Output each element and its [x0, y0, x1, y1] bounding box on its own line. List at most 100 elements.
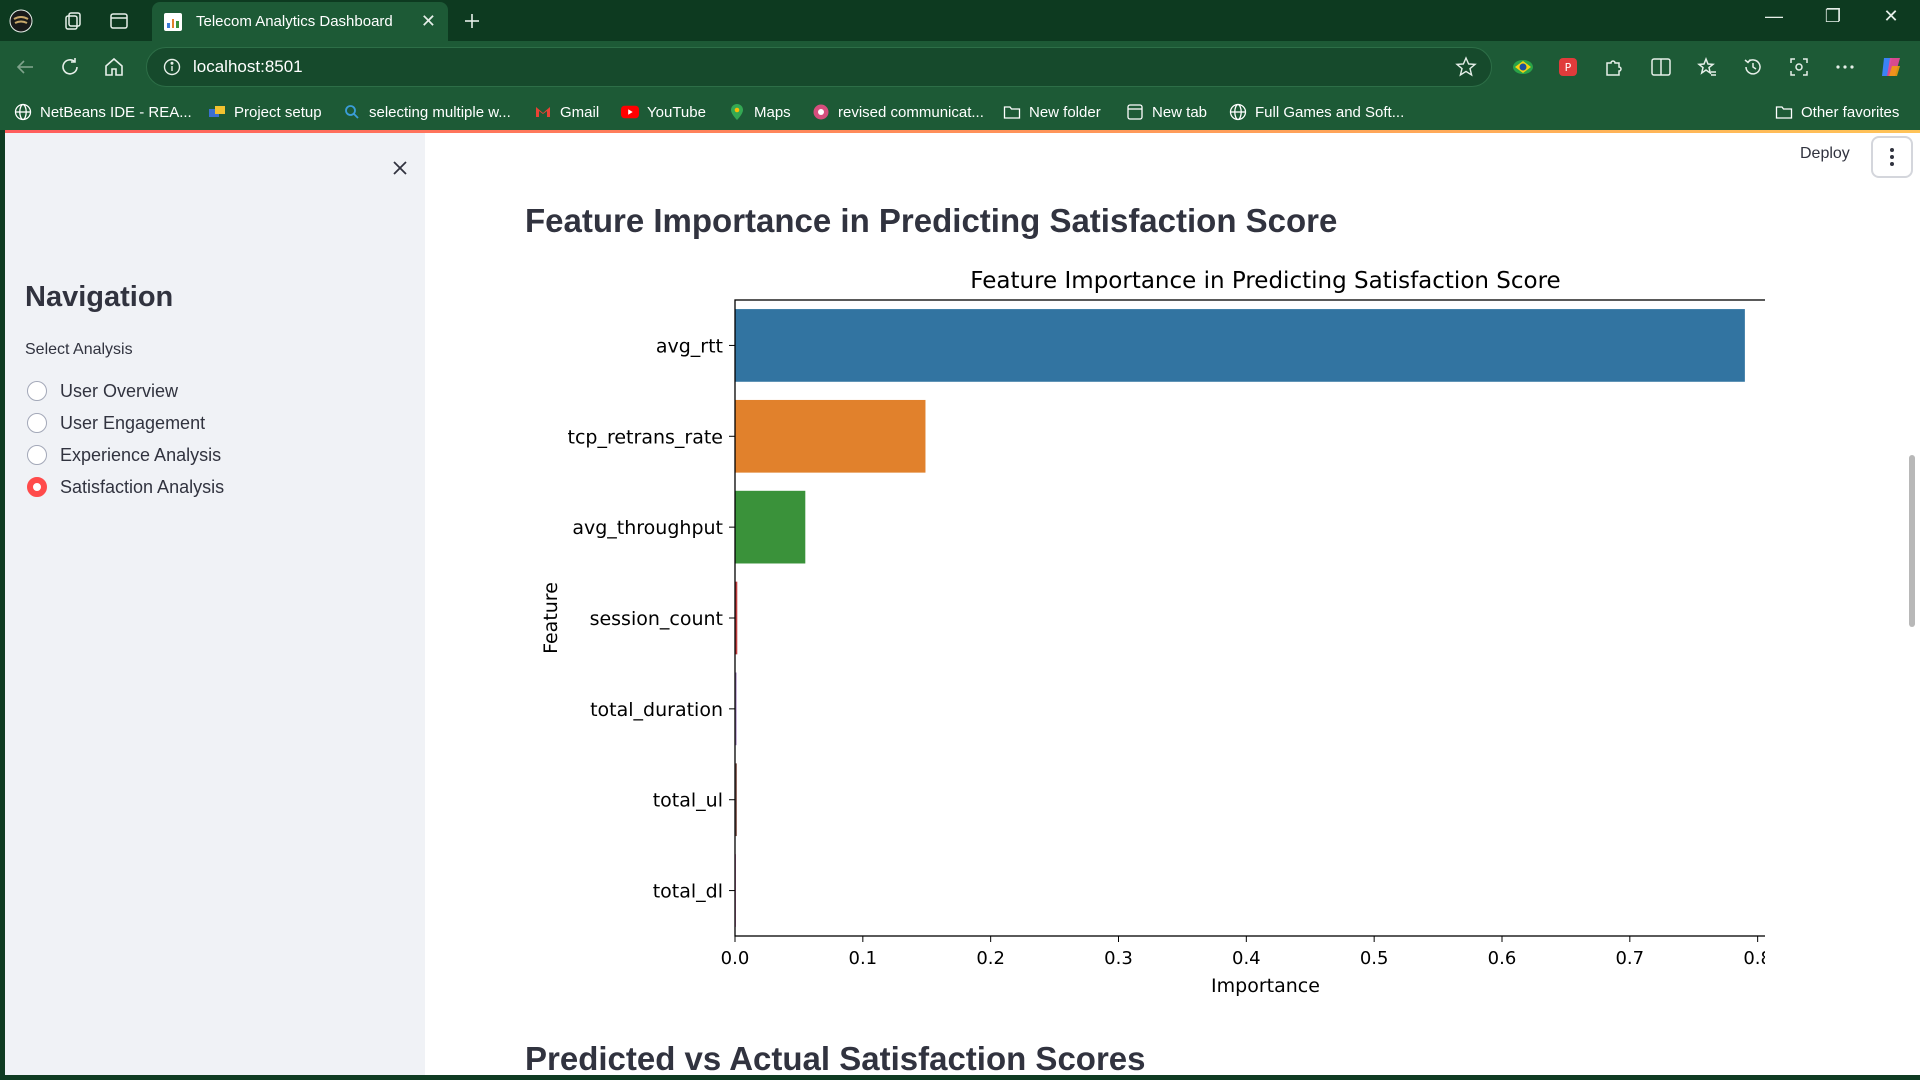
radio-user-engagement[interactable]: User Engagement: [27, 410, 205, 436]
bookmark-full-games[interactable]: Full Games and Soft...: [1229, 101, 1404, 123]
bookmark-label: Maps: [754, 103, 791, 121]
radio-circle-selected[interactable]: [27, 477, 47, 497]
bookmark-label: New tab: [1152, 103, 1208, 121]
plot-frame: [734, 299, 1765, 937]
bookmark-youtube[interactable]: YouTube: [621, 101, 706, 123]
refresh-icon[interactable]: [57, 54, 83, 80]
bookmark-label: revised communicat...: [838, 103, 984, 121]
bookmark-selecting-multiple[interactable]: selecting multiple w...: [343, 101, 511, 123]
radio-satisfaction-analysis[interactable]: Satisfaction Analysis: [27, 474, 224, 500]
extensions-puzzle-icon[interactable]: [1601, 54, 1627, 80]
profile-avatar-icon[interactable]: [8, 8, 34, 34]
favorites-icon[interactable]: [1694, 54, 1720, 80]
tab-title: Telecom Analytics Dashboard: [196, 13, 393, 30]
tab-close-icon[interactable]: ✕: [420, 11, 436, 31]
radio-circle[interactable]: [27, 445, 47, 465]
terminal-icon: [208, 103, 226, 121]
x-tick-label: 0.5: [1360, 948, 1389, 969]
x-tick-label: 0.6: [1488, 948, 1517, 969]
bookmark-netbeans[interactable]: NetBeans IDE - REA...: [14, 101, 192, 123]
browser-toolbar: localhost:8501 P: [0, 41, 1920, 93]
bar-total_duration: [735, 672, 737, 746]
bookmark-maps[interactable]: Maps: [728, 101, 791, 123]
maps-pin-icon: [728, 103, 746, 121]
bar-tcp_retrans_rate: [735, 399, 926, 473]
section-heading: Feature Importance in Predicting Satisfa…: [525, 202, 1338, 239]
active-tab[interactable]: Telecom Analytics Dashboard ✕: [152, 2, 448, 41]
x-tick-label: 0.7: [1615, 948, 1644, 969]
x-axis-label: Importance: [1211, 975, 1320, 997]
youtube-icon: [621, 103, 639, 121]
bookmark-label: NetBeans IDE - REA...: [40, 103, 192, 121]
y-tick-label: avg_throughput: [572, 517, 723, 539]
deploy-button[interactable]: Deploy: [1800, 145, 1850, 162]
back-icon[interactable]: [12, 54, 38, 80]
bookmark-gmail[interactable]: Gmail: [534, 101, 599, 123]
y-axis-label: Feature: [540, 582, 562, 654]
app-header-decoration: [5, 130, 1920, 133]
vertical-tabs-icon[interactable]: [106, 8, 132, 34]
workspaces-icon[interactable]: [60, 8, 86, 34]
bookmark-label: selecting multiple w...: [369, 103, 511, 121]
x-tick-label: 0.4: [1232, 948, 1261, 969]
bookmark-revised-communication[interactable]: revised communicat...: [812, 101, 984, 123]
scrollbar-thumb[interactable]: [1909, 455, 1915, 627]
extension-red-icon[interactable]: P: [1555, 54, 1581, 80]
favorite-star-icon[interactable]: [1455, 56, 1477, 83]
bookmarks-bar: NetBeans IDE - REA... Project setup sele…: [0, 93, 1920, 130]
new-tab-plus-icon[interactable]: [459, 8, 485, 34]
globe-icon: [1229, 103, 1247, 121]
folder-icon: [1003, 103, 1021, 121]
sidebar: Navigation Select Analysis User Overview…: [5, 133, 425, 1075]
x-tick-label: 0.3: [1104, 948, 1133, 969]
other-favorites[interactable]: Other favorites: [1775, 101, 1899, 123]
window-close-icon[interactable]: ✕: [1883, 6, 1899, 26]
next-section-heading: Predicted vs Actual Satisfaction Scores: [525, 1040, 1146, 1075]
x-tick-label: 0.8: [1743, 948, 1765, 969]
bookmark-label: Full Games and Soft...: [1255, 103, 1405, 121]
radio-label: Satisfaction Analysis: [60, 476, 225, 497]
radio-circle[interactable]: [27, 381, 47, 401]
bar-avg_throughput: [735, 490, 806, 564]
main-menu-icon[interactable]: [1871, 136, 1913, 178]
main-content: Deploy Feature Importance in Predicting …: [425, 130, 1920, 1075]
other-favorites-label: Other favorites: [1801, 103, 1900, 121]
url-text: localhost:8501: [193, 57, 303, 76]
more-options-icon[interactable]: [1832, 54, 1858, 80]
minimize-icon[interactable]: —: [1765, 6, 1783, 26]
globe-icon: [14, 103, 32, 121]
new-tab-icon: [1126, 103, 1144, 121]
svg-text:P: P: [1565, 61, 1572, 74]
site-info-icon[interactable]: [163, 58, 181, 76]
history-icon[interactable]: [1740, 54, 1766, 80]
browser-tab-bar: Telecom Analytics Dashboard ✕ — ❐ ✕: [0, 0, 1920, 41]
radio-experience-analysis[interactable]: Experience Analysis: [27, 442, 221, 468]
bar-avg_rtt: [735, 309, 1745, 382]
y-tick-label: tcp_retrans_rate: [568, 426, 723, 448]
split-screen-icon[interactable]: [1648, 54, 1674, 80]
search-icon: [343, 103, 361, 121]
screenshot-icon[interactable]: [1786, 54, 1812, 80]
bookmark-new-tab[interactable]: New tab: [1126, 101, 1207, 123]
radio-user-overview[interactable]: User Overview: [27, 378, 178, 404]
sidebar-close-icon[interactable]: [385, 153, 415, 183]
bar-total_ul: [735, 763, 737, 837]
copilot-icon[interactable]: [1878, 54, 1904, 80]
restore-icon[interactable]: ❐: [1824, 6, 1842, 26]
address-bar[interactable]: localhost:8501: [146, 47, 1492, 87]
home-icon[interactable]: [101, 54, 127, 80]
radio-circle[interactable]: [27, 413, 47, 433]
bookmark-label: Project setup: [234, 103, 322, 121]
bookmark-project-setup[interactable]: Project setup: [208, 101, 322, 123]
radio-label: User Engagement: [60, 412, 206, 433]
bookmark-label: New folder: [1029, 103, 1101, 121]
y-tick-label: total_duration: [590, 699, 723, 721]
extension-brazil-icon[interactable]: [1510, 54, 1536, 80]
bookmark-label: YouTube: [647, 103, 706, 121]
feature-importance-chart: Feature Importance in Predicting Satisfa…: [540, 268, 1765, 997]
dashboard-favicon-icon: [164, 12, 182, 31]
x-tick-label: 0.2: [976, 948, 1005, 969]
bookmark-new-folder[interactable]: New folder: [1003, 101, 1101, 123]
y-tick-label: avg_rtt: [656, 335, 723, 357]
y-tick-label: total_dl: [653, 881, 723, 903]
